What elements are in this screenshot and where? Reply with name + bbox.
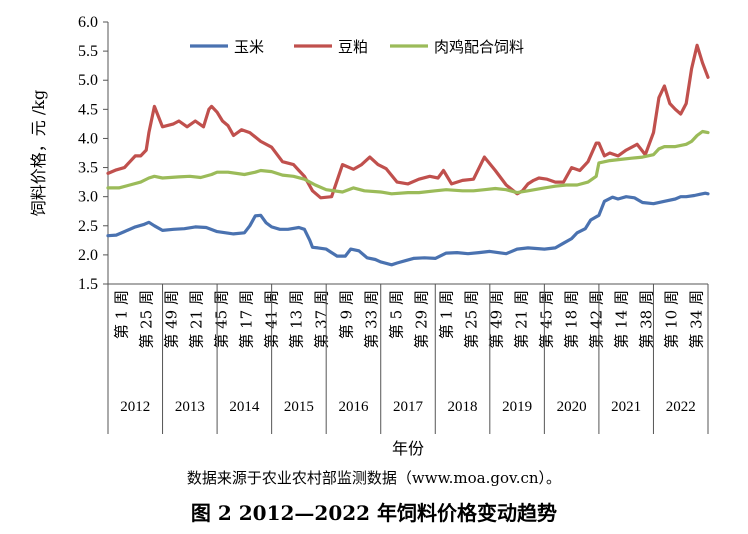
x-week-label: 第 49 周 bbox=[163, 290, 181, 349]
x-week-label: 第 1 周 bbox=[113, 290, 131, 339]
x-week-label: 第 21 周 bbox=[188, 290, 206, 349]
x-week-label: 第 42 周 bbox=[588, 290, 606, 349]
y-tick-label: 6.0 bbox=[78, 14, 98, 31]
x-week-label: 第 49 周 bbox=[488, 290, 506, 349]
figure-caption: 图 2 2012—2022 年饲料价格变动趋势 bbox=[190, 501, 558, 525]
x-week-label: 第 5 周 bbox=[388, 290, 406, 339]
x-week-label: 第 25 周 bbox=[138, 290, 156, 349]
year-label: 2015 bbox=[284, 399, 314, 415]
y-axis-title: 饲料价格，元 /kg bbox=[29, 90, 48, 216]
legend-label: 肉鸡配合饲料 bbox=[434, 38, 524, 56]
legend: 玉米 豆粕 肉鸡配合饲料 bbox=[190, 38, 524, 56]
x-week-label: 第 34 周 bbox=[688, 290, 706, 349]
x-axis-title: 年份 bbox=[392, 439, 424, 458]
series-line-2 bbox=[106, 129, 710, 196]
y-tick-label: 1.5 bbox=[78, 276, 98, 293]
series-line-1 bbox=[106, 43, 710, 200]
year-label: 2013 bbox=[175, 399, 205, 415]
x-week-label: 第 25 周 bbox=[463, 290, 481, 349]
y-tick-label: 2.5 bbox=[78, 218, 98, 235]
year-label: 2022 bbox=[666, 399, 696, 415]
year-label: 2018 bbox=[448, 399, 478, 415]
x-week-label: 第 45 周 bbox=[213, 290, 231, 349]
y-tick-label: 3.5 bbox=[78, 160, 98, 177]
data-source-note: 数据来源于农业农村部监测数据（www.moa.gov.cn）。 bbox=[186, 469, 562, 487]
year-label: 2014 bbox=[229, 399, 260, 415]
year-label: 2019 bbox=[502, 399, 532, 415]
x-axis: 第 1 周第 25 周第 49 周第 21 周第 45 周第 17 周第 41 … bbox=[107, 284, 709, 434]
x-week-label: 第 21 周 bbox=[513, 290, 531, 349]
year-label: 2016 bbox=[338, 399, 369, 415]
year-label: 2012 bbox=[120, 399, 150, 415]
x-week-label: 第 18 周 bbox=[563, 290, 581, 349]
year-label: 2021 bbox=[611, 399, 641, 415]
y-tick-label: 5.0 bbox=[78, 72, 98, 89]
legend-label: 豆粕 bbox=[338, 38, 368, 56]
series-layer bbox=[106, 43, 710, 267]
x-week-label: 第 37 周 bbox=[313, 290, 331, 349]
legend-label: 玉米 bbox=[234, 38, 264, 56]
year-label: 2017 bbox=[393, 399, 424, 415]
y-tick-label: 5.5 bbox=[78, 43, 98, 60]
x-week-label: 第 10 周 bbox=[663, 290, 681, 349]
series-line-0 bbox=[106, 191, 710, 267]
y-tick-label: 4.0 bbox=[78, 130, 98, 147]
y-tick-label: 4.5 bbox=[78, 101, 98, 118]
y-tick-label: 2.0 bbox=[78, 247, 98, 264]
x-week-label: 第 1 周 bbox=[438, 290, 456, 339]
x-week-label: 第 9 周 bbox=[338, 290, 356, 339]
x-week-label: 第 17 周 bbox=[238, 290, 256, 349]
x-week-label: 第 29 周 bbox=[413, 290, 431, 349]
x-week-label: 第 45 周 bbox=[538, 290, 556, 349]
y-axis: 1.5 2.0 2.5 3.0 3.5 4.0 4.5 5.0 5.5 6.0 bbox=[78, 14, 108, 293]
x-week-label: 第 38 周 bbox=[638, 290, 656, 349]
x-week-label: 第 14 周 bbox=[613, 290, 631, 349]
y-tick-label: 3.0 bbox=[78, 189, 98, 206]
x-week-label: 第 13 周 bbox=[288, 290, 306, 349]
year-label: 2020 bbox=[557, 399, 587, 415]
x-week-label: 第 33 周 bbox=[363, 290, 381, 349]
